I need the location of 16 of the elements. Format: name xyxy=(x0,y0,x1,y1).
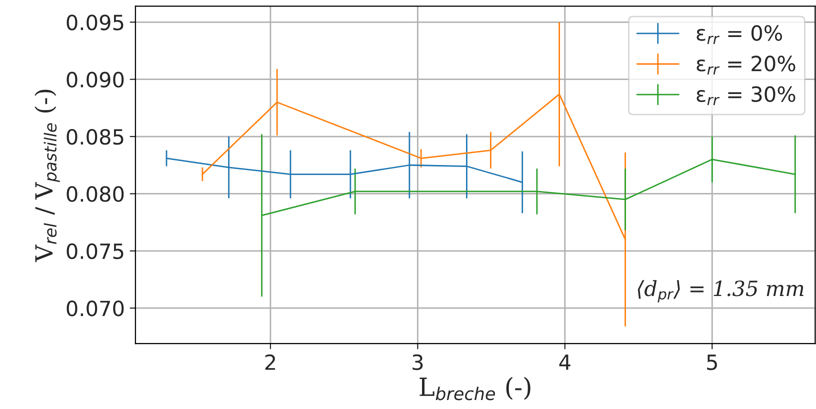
y-tick-label: 0.090 xyxy=(66,72,124,88)
y-tick-label: 0.080 xyxy=(66,186,124,202)
x-axis-title: L$_{breche}$ (-) xyxy=(420,376,530,400)
x-tick-label: 2 xyxy=(265,354,275,370)
legend-label: ε$_{rr}$ = 20% xyxy=(696,56,796,75)
y-tick-label: 0.075 xyxy=(66,243,124,260)
y-axis-title: V$_{rel}$ / V$_{pastille}$ (-) xyxy=(34,90,60,262)
annotation: ⟨d$_{pr}$⟩ = 1.35 mm xyxy=(638,280,804,302)
y-tick-label: 0.085 xyxy=(66,128,124,145)
x-tick-label: 4 xyxy=(559,354,570,370)
y-tick-label: 0.095 xyxy=(66,14,124,30)
legend-label: ε$_{rr}$ = 30% xyxy=(696,86,796,106)
legend-label: ε$_{rr}$ = 0% xyxy=(696,25,782,44)
x-tick-label: 3 xyxy=(412,354,423,370)
x-tick-label: 5 xyxy=(707,354,717,370)
y-tick-label: 0.070 xyxy=(66,300,124,316)
